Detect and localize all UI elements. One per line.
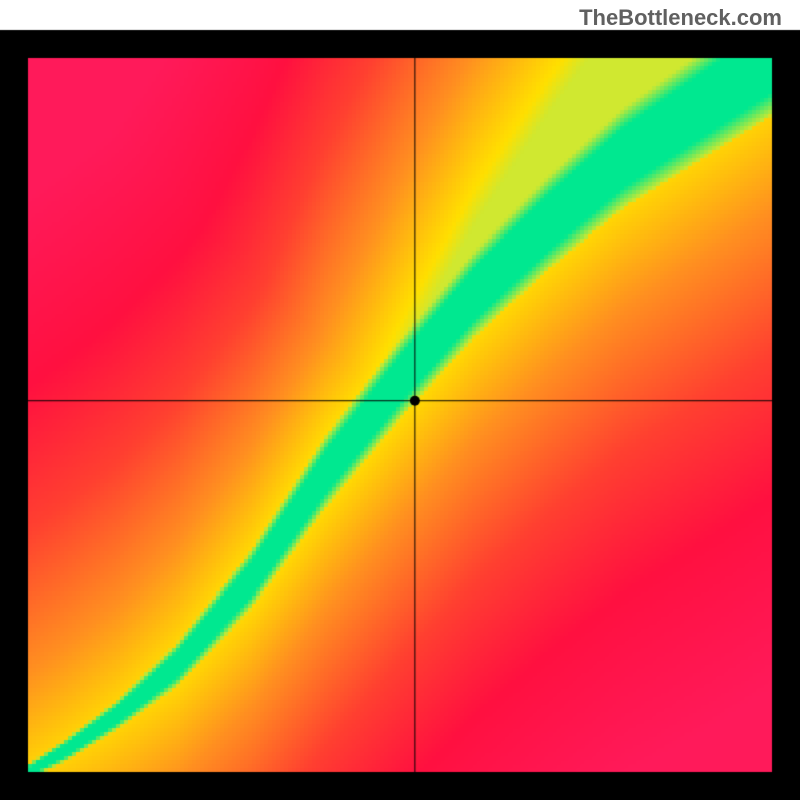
heatmap-canvas	[0, 0, 800, 800]
chart-container: TheBottleneck.com	[0, 0, 800, 800]
watermark-text: TheBottleneck.com	[579, 5, 782, 31]
